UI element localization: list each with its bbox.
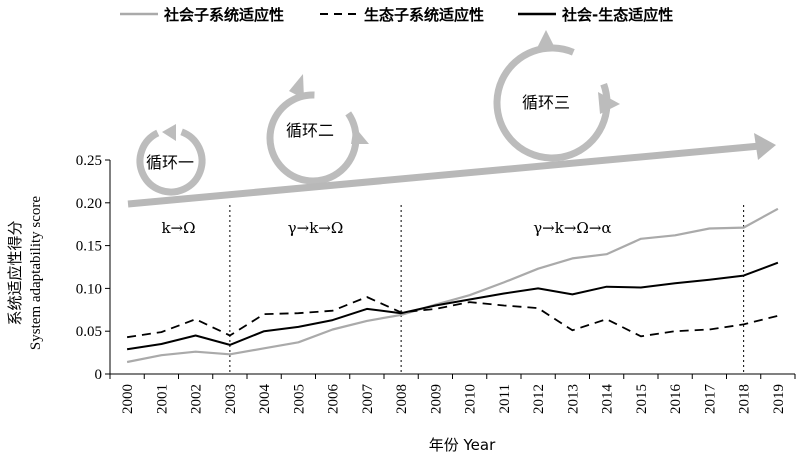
y-axis-title-cn: 系统适应性得分 [6, 220, 24, 325]
trend-arrow-shaft [127, 142, 761, 208]
x-tick-label: 2014 [600, 384, 616, 415]
x-tick-label: 2019 [771, 384, 787, 414]
y-tick-label: 0.20 [76, 196, 102, 212]
trend-arrow [127, 133, 776, 208]
phase-label: γ→k→Ω [288, 219, 344, 237]
cycle-one-label: 循环一 [146, 153, 194, 172]
x-tick-label: 2003 [223, 384, 239, 414]
phase-label: γ→k→Ω→α [533, 219, 611, 237]
cycle-three-arrowhead-right [598, 92, 620, 114]
legend-label-eco: 生态子系统适应性 [364, 6, 484, 24]
x-tick-label: 2013 [565, 384, 581, 414]
series-line-1 [126, 296, 779, 339]
x-axis-title: 年份 Year [429, 436, 496, 454]
cycle-two-arrowhead-right [351, 126, 369, 144]
axes [109, 160, 795, 375]
y-ticks: 0 0.05 0.10 0.15 0.20 0.25 [76, 153, 110, 383]
x-tick-label: 2011 [497, 384, 513, 413]
x-tick-label: 2018 [737, 384, 753, 414]
x-tick-label: 2009 [428, 384, 444, 414]
legend-label-socio-eco: 社会-生态适应性 [561, 6, 673, 24]
x-tick-label: 2015 [634, 384, 650, 414]
x-tick-label: 2010 [463, 384, 479, 414]
y-tick-label: 0 [95, 367, 103, 383]
trend-arrow-head [754, 133, 776, 160]
cycle-one-ring [136, 126, 206, 196]
cycle-two-ring [266, 91, 360, 185]
x-tick-label: 2000 [120, 384, 136, 414]
x-tick-label: 2016 [668, 384, 684, 415]
x-tick-label: 2012 [531, 384, 547, 414]
y-axis-title-en: System adaptability score [28, 196, 44, 350]
legend-label-social: 社会子系统适应性 [163, 6, 284, 24]
y-tick-label: 0.15 [76, 239, 102, 255]
phase-label: k→Ω [161, 219, 195, 237]
cycle-three-label: 循环三 [522, 93, 570, 112]
x-tick-label: 2002 [189, 384, 205, 414]
series-line-0 [126, 207, 779, 364]
cycle-three-ring [493, 44, 611, 162]
y-tick-label: 0.25 [76, 153, 102, 169]
cycle-one-arrowhead [162, 124, 176, 141]
x-ticks: 2000 2001 2002 2003 2004 2005 2006 2007 2008 2009… [109, 374, 796, 415]
cycle-illustrations: 循环一 循环二 循环三 [136, 30, 620, 196]
x-tick-label: 2004 [257, 384, 273, 415]
y-tick-label: 0.05 [76, 324, 102, 340]
x-tick-label: 2007 [360, 384, 376, 415]
x-tick-label: 2008 [394, 384, 410, 414]
x-tick-label: 2001 [154, 384, 170, 414]
phase-labels: k→Ω γ→k→Ω γ→k→Ω→α [161, 219, 611, 237]
cycle-two-arrowhead [289, 74, 304, 99]
cycle-three-arrowhead [536, 30, 556, 50]
series-line-2 [126, 261, 779, 351]
cycle-two-label: 循环二 [286, 121, 334, 140]
x-tick-label: 2005 [291, 384, 307, 414]
x-tick-label: 2017 [702, 384, 718, 415]
y-tick-label: 0.10 [76, 281, 102, 297]
series-lines [126, 207, 779, 364]
x-tick-label: 2006 [326, 384, 342, 415]
legend: 社会子系统适应性 生态子系统适应性 社会-生态适应性 [120, 6, 673, 24]
